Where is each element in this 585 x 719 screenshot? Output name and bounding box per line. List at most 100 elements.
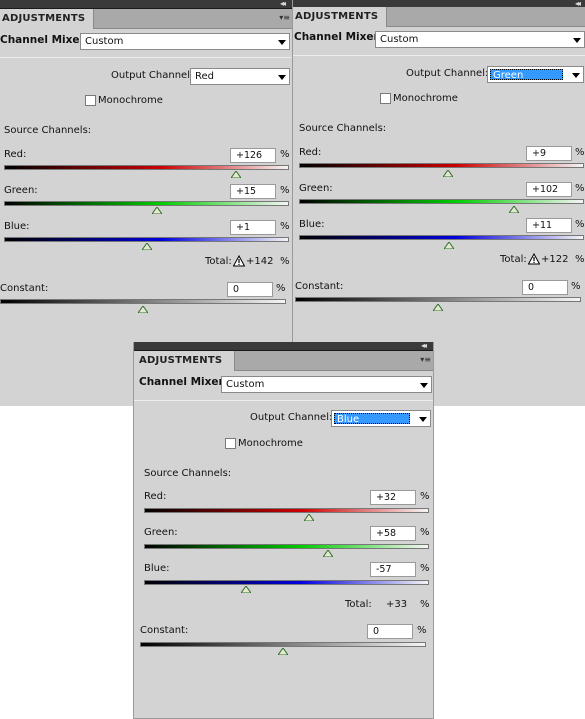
blue-slider-track[interactable] [299, 235, 584, 240]
green-slider-track[interactable] [4, 201, 289, 206]
monochrome-checkbox[interactable] [225, 438, 236, 449]
tab-adjustments[interactable]: ADJUSTMENTS [0, 9, 95, 29]
output-channel-highlight: Green [490, 69, 563, 81]
blue-value-input[interactable]: +11 [526, 218, 572, 233]
panel-tab-bar: ADJUSTMENTS ▾≡ [0, 9, 292, 29]
channel-mixer-panel-red: ◂◂ ADJUSTMENTS ▾≡ Channel Mixer Custom O… [0, 0, 292, 406]
collapse-icon[interactable]: ◂◂ [574, 0, 581, 8]
chevron-down-icon [573, 38, 581, 43]
preset-value: Custom [380, 34, 419, 45]
blue-slider-handle[interactable] [240, 586, 251, 593]
tab-adjustments[interactable]: ADJUSTMENTS [293, 7, 388, 27]
output-channel-label: Output Channel: [250, 412, 333, 423]
panel-title-strip: ◂◂ [134, 342, 433, 351]
green-value-input[interactable]: +15 [230, 184, 276, 199]
total-value: +122 [541, 254, 569, 265]
preset-select[interactable]: Custom [80, 33, 290, 50]
monochrome-label: Monochrome [238, 438, 303, 449]
monochrome-label: Monochrome [393, 93, 458, 104]
constant-value-input[interactable]: 0 [227, 282, 273, 297]
warning-icon [233, 255, 245, 267]
blue-percent: % [575, 219, 585, 230]
red-slider-track[interactable] [299, 163, 584, 168]
chevron-down-icon [419, 417, 427, 422]
total-label: Total: [345, 599, 372, 610]
red-slider-handle[interactable] [442, 170, 453, 177]
red-label: Red: [299, 147, 322, 158]
total-label: Total: [500, 254, 527, 265]
output-channel-value: Red [195, 71, 214, 82]
preset-select[interactable]: Custom [221, 376, 432, 393]
green-slider-track[interactable] [299, 199, 584, 204]
panel-menu-icon[interactable]: ▾≡ [420, 355, 431, 364]
green-label: Green: [144, 527, 178, 538]
blue-label: Blue: [4, 221, 30, 232]
total-percent: % [420, 599, 430, 610]
chevron-down-icon [572, 73, 580, 78]
collapse-icon[interactable]: ◂◂ [420, 342, 427, 350]
green-value-input[interactable]: +58 [370, 526, 416, 541]
constant-slider-track[interactable] [0, 299, 286, 304]
output-channel-select[interactable]: Red [190, 68, 290, 85]
blue-percent: % [420, 563, 430, 574]
green-slider-handle[interactable] [152, 207, 163, 214]
blue-slider-handle[interactable] [444, 242, 455, 249]
constant-value-input[interactable]: 0 [367, 624, 413, 639]
output-channel-select[interactable]: Green [487, 66, 584, 83]
green-value-input[interactable]: +102 [526, 182, 572, 197]
preset-select[interactable]: Custom [375, 31, 585, 48]
green-slider-handle[interactable] [322, 550, 333, 557]
constant-label: Constant: [140, 625, 189, 636]
blue-value-input[interactable]: -57 [370, 562, 416, 577]
divider [293, 55, 585, 56]
red-percent: % [280, 149, 290, 160]
preset-value: Custom [85, 36, 124, 47]
constant-percent: % [571, 281, 581, 292]
blue-value-input[interactable]: +1 [230, 220, 276, 235]
adjustment-title: Channel Mixer [0, 34, 85, 46]
adjustment-title: Channel Mixer [139, 376, 224, 388]
blue-slider-track[interactable] [4, 237, 289, 242]
divider [0, 57, 292, 58]
constant-slider-handle[interactable] [278, 648, 288, 655]
blue-label: Blue: [144, 563, 170, 574]
red-slider-handle[interactable] [304, 514, 315, 521]
channel-mixer-panel-blue: ◂◂ ADJUSTMENTS ▾≡ Channel Mixer Custom O… [133, 342, 434, 719]
green-percent: % [420, 527, 430, 538]
constant-slider-track[interactable] [140, 642, 426, 647]
chevron-down-icon [278, 40, 286, 45]
constant-percent: % [276, 283, 286, 294]
red-value-input[interactable]: +9 [526, 146, 572, 161]
red-percent: % [420, 491, 430, 502]
blue-percent: % [280, 221, 290, 232]
blue-slider-handle[interactable] [142, 243, 153, 250]
red-slider-track[interactable] [144, 508, 429, 513]
total-label: Total: [205, 256, 232, 267]
output-channel-highlight: Blue [334, 413, 410, 425]
constant-slider-handle[interactable] [138, 306, 148, 313]
red-value-input[interactable]: +32 [370, 490, 416, 505]
red-slider-handle[interactable] [231, 171, 242, 178]
red-value-input[interactable]: +126 [230, 148, 276, 163]
output-channel-select[interactable]: Blue [331, 410, 431, 427]
blue-slider-track[interactable] [144, 580, 429, 585]
constant-slider-handle[interactable] [433, 304, 443, 311]
total-value: +142 [246, 256, 274, 267]
tab-adjustments[interactable]: ADJUSTMENTS [134, 351, 236, 371]
red-label: Red: [144, 491, 167, 502]
green-label: Green: [4, 185, 38, 196]
panel-menu-icon[interactable]: ▾≡ [279, 13, 290, 22]
green-percent: % [280, 185, 290, 196]
collapse-icon[interactable]: ◂◂ [279, 0, 286, 8]
panel-tab-bar: ADJUSTMENTS [293, 7, 585, 27]
chevron-down-icon [278, 75, 286, 80]
green-slider-track[interactable] [144, 544, 429, 549]
source-channels-label: Source Channels: [299, 123, 387, 134]
green-slider-handle[interactable] [509, 206, 520, 213]
constant-value-input[interactable]: 0 [522, 280, 568, 295]
monochrome-checkbox[interactable] [85, 95, 96, 106]
monochrome-label: Monochrome [98, 95, 163, 106]
monochrome-checkbox[interactable] [380, 93, 391, 104]
red-slider-track[interactable] [4, 165, 289, 170]
constant-slider-track[interactable] [295, 297, 581, 302]
